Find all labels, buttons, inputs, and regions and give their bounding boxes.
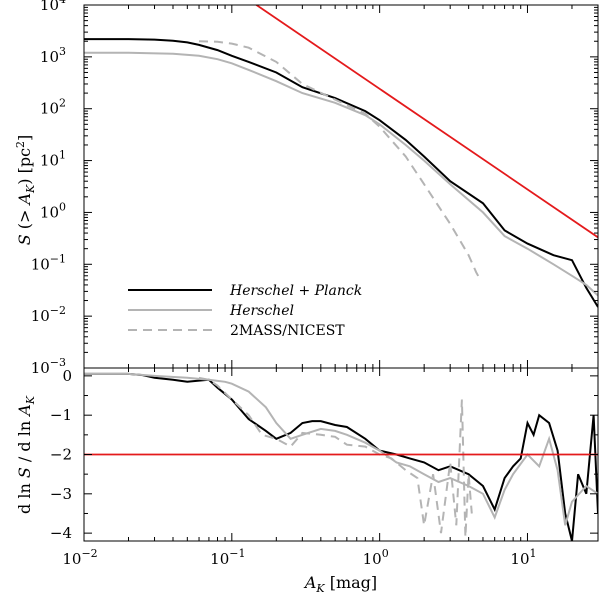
- top-line-herschel: [84, 51, 598, 297]
- top-ticks: [83, 4, 599, 369]
- top-line-2mass-nicest: [198, 40, 482, 281]
- x-tick-label: 10−2: [62, 547, 97, 568]
- top-plot-frame: [83, 4, 599, 369]
- top-ytick-label: 103: [40, 45, 66, 66]
- top-ytick-label: 102: [40, 97, 66, 118]
- bottom-ytick-label: −3: [50, 485, 72, 503]
- top-ytick-label: 100: [40, 200, 66, 221]
- top-panel: 104 103 102 101 100 10−1 10−2 10−3 Herschel + P…: [14, 0, 599, 377]
- bottom-ticks: [83, 368, 599, 541]
- top-line-slope-2-reference: [254, 5, 598, 239]
- bottom-ytick-label: −4: [50, 524, 72, 542]
- x-tick-labels: 10−2 10−1 100 101: [62, 547, 536, 568]
- bottom-ytick-label: −2: [50, 446, 72, 464]
- top-ytick-labels: 104 103 102 101 100 10−1 10−2 10−3: [31, 0, 66, 377]
- x-tick-label: 101: [510, 547, 536, 568]
- top-ytick-label: 101: [40, 149, 66, 170]
- bottom-ytick-labels: 0 −1 −2 −3 −4: [50, 367, 72, 542]
- legend-label-2mass-nicest: 2MASS/NICEST: [230, 323, 345, 339]
- legend-label-herschel: Herschel: [229, 303, 294, 319]
- bottom-line-herschel-planck: [84, 372, 598, 541]
- xlabel: AK [mag]: [303, 573, 377, 595]
- top-ytick-label: 10−1: [31, 252, 66, 273]
- x-tick-label: 100: [363, 547, 389, 568]
- bottom-series-group: [84, 372, 598, 541]
- bottom-ytick-label: 0: [62, 367, 72, 385]
- bottom-panel: 0 −1 −2 −3 −4 10−2 10−1 100 101 d ln S / d ln A…: [15, 367, 599, 595]
- top-ytick-label: 10−3: [31, 356, 66, 377]
- legend-label-herschel-planck: Herschel + Planck: [229, 283, 362, 299]
- bottom-ylabel: d ln S / d ln AK: [15, 395, 37, 514]
- x-tick-label: 10−1: [210, 547, 245, 568]
- top-series-group: [84, 5, 598, 308]
- bottom-line-2mass-nicest: [198, 376, 473, 538]
- legend: Herschel + Planck Herschel 2MASS/NICEST: [128, 283, 362, 339]
- top-ytick-label: 10−2: [31, 304, 66, 325]
- bottom-line-herschel: [84, 372, 598, 526]
- top-line-herschel-planck: [84, 38, 598, 308]
- bottom-ytick-label: −1: [50, 406, 72, 424]
- top-ylabel: S (> AK) [pc2]: [14, 135, 37, 246]
- top-ytick-label: 104: [40, 0, 66, 14]
